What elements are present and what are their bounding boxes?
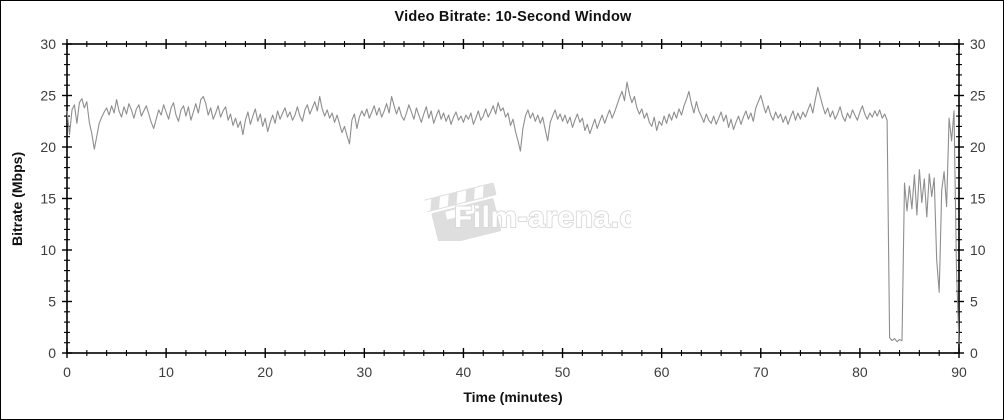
x-tick-label: 70: [753, 364, 769, 380]
watermark: Film-arena.cz: [421, 169, 653, 246]
x-tick-label: 10: [158, 364, 174, 380]
y-tick-label-left: 25: [40, 88, 56, 104]
y-tick-label-right: 30: [970, 36, 986, 52]
y-tick-label-left: 15: [40, 191, 56, 207]
clapperboard-icon: Film-arena.cz: [421, 182, 653, 246]
y-tick-label-left: 5: [48, 294, 56, 310]
y-tick-label-left: 20: [40, 139, 56, 155]
x-axis-title: Time (minutes): [463, 389, 563, 405]
y-tick-label-right: 20: [970, 139, 986, 155]
watermark-text: Film-arena.cz: [454, 201, 631, 234]
x-tick-label: 50: [555, 364, 571, 380]
y-tick-label-left: 10: [40, 242, 56, 258]
x-tick-label: 20: [257, 364, 273, 380]
x-tick-label: 30: [357, 364, 373, 380]
plot-border: [66, 43, 960, 354]
y-tick-label-left: 30: [40, 36, 56, 52]
y-tick-label-left: 0: [48, 345, 56, 361]
chart-title: Video Bitrate: 10-Second Window: [394, 9, 632, 25]
x-tick-label: 60: [654, 364, 670, 380]
bitrate-line: [66, 81, 960, 344]
x-tick-label: 40: [456, 364, 472, 380]
x-tick-label: 0: [63, 364, 71, 380]
y-tick-label-right: 5: [970, 294, 978, 310]
x-tick-label: 90: [951, 364, 967, 380]
y-tick-label-right: 10: [970, 242, 986, 258]
y-tick-label-right: 0: [970, 345, 978, 361]
y-tick-label-right: 25: [970, 88, 986, 104]
x-tick-label: 80: [852, 364, 868, 380]
y-tick-label-right: 15: [970, 191, 986, 207]
